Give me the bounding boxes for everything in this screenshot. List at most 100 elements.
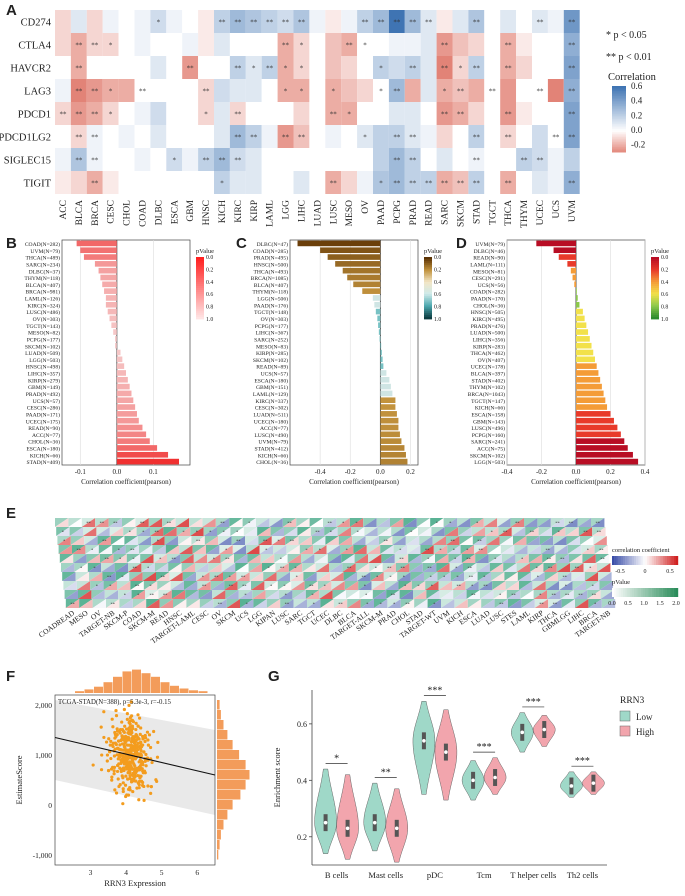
triangle-pvalue bbox=[486, 536, 500, 545]
cell-mark: ** bbox=[478, 548, 483, 553]
heat-cell bbox=[102, 33, 119, 56]
scatter-point bbox=[124, 737, 128, 741]
legend-swatch bbox=[196, 302, 204, 305]
scatter-point bbox=[110, 778, 114, 782]
cell-mark: * bbox=[375, 566, 378, 571]
cell-mark: ** bbox=[327, 521, 332, 526]
heat-cell bbox=[547, 125, 564, 148]
scatter-point bbox=[139, 726, 143, 730]
scatter-point bbox=[144, 764, 148, 768]
scatter-point bbox=[147, 733, 152, 737]
triangle-pvalue bbox=[279, 590, 293, 599]
triangle-pvalue bbox=[353, 545, 367, 554]
bar bbox=[576, 451, 633, 458]
heat-cell bbox=[325, 148, 342, 171]
cell-mark: ** bbox=[515, 521, 520, 526]
bar bbox=[380, 370, 387, 376]
triangle-pvalue bbox=[598, 572, 612, 581]
legend-swatch bbox=[196, 257, 204, 260]
triangle-corr bbox=[329, 563, 343, 572]
heat-cell bbox=[404, 33, 421, 56]
legend-swatch bbox=[424, 271, 432, 274]
category-label: KIRC(N=337) bbox=[255, 398, 288, 405]
bar bbox=[380, 417, 399, 424]
triangle-pvalue bbox=[408, 554, 422, 563]
triangle-pvalue bbox=[169, 572, 183, 581]
cell-mark: ** bbox=[104, 557, 109, 562]
cell-mark: ** bbox=[171, 557, 176, 562]
sig-mark: ** bbox=[218, 19, 226, 27]
category-label: BLCA(N=397) bbox=[471, 371, 505, 378]
heat-cell bbox=[245, 171, 262, 194]
sig-mark: ** bbox=[441, 42, 449, 50]
legend2-swatch bbox=[629, 588, 632, 597]
cell-mark: ** bbox=[399, 557, 404, 562]
heat-cell bbox=[118, 79, 135, 102]
triangle-corr bbox=[337, 527, 351, 536]
category-label: UCEC(N=175) bbox=[26, 418, 60, 425]
category-label: pDC bbox=[427, 870, 443, 880]
triangle-corr bbox=[587, 590, 601, 599]
right-histogram-bar bbox=[217, 830, 221, 840]
heat-cell bbox=[357, 56, 373, 79]
heat-cell bbox=[436, 33, 453, 56]
triangle-pvalue bbox=[414, 599, 428, 608]
plot-frame bbox=[61, 239, 191, 466]
triangle-corr bbox=[381, 554, 395, 563]
triangle-corr bbox=[514, 545, 528, 554]
legend-swatch bbox=[651, 285, 659, 289]
scatter-point bbox=[111, 744, 115, 749]
cell-mark: ** bbox=[400, 566, 405, 571]
panel-label-d: D bbox=[456, 235, 467, 252]
legend-title: RRN3 bbox=[620, 696, 645, 706]
cell-mark: * bbox=[431, 584, 434, 589]
bar bbox=[576, 431, 621, 438]
triangle-corr bbox=[467, 599, 482, 608]
triangle-corr bbox=[457, 518, 471, 527]
legend-swatch bbox=[612, 150, 626, 153]
bar bbox=[116, 417, 139, 424]
legend1-swatch bbox=[616, 556, 619, 565]
bar bbox=[102, 281, 117, 288]
cell-mark: ** bbox=[595, 521, 600, 526]
category-label: OV(N=407) bbox=[478, 357, 506, 364]
row-label-cd274: CD274 bbox=[21, 18, 52, 29]
sig-mark: * bbox=[109, 42, 113, 50]
triangle-corr bbox=[248, 563, 262, 572]
triangle-pvalue bbox=[101, 563, 115, 572]
scatter-point bbox=[114, 708, 118, 713]
triangle-pvalue bbox=[392, 536, 406, 545]
triangle-corr bbox=[556, 563, 571, 572]
scatter-point bbox=[121, 738, 125, 742]
triangle-corr bbox=[542, 554, 556, 563]
triangle-pvalue bbox=[358, 581, 372, 590]
triangle-corr bbox=[299, 545, 314, 554]
heat-cell bbox=[388, 56, 405, 79]
category-label: SKCM(N=102) bbox=[470, 452, 505, 459]
triangle-corr bbox=[129, 572, 143, 581]
sig-mark: * bbox=[459, 65, 463, 73]
triangle-corr bbox=[123, 527, 137, 536]
cell-mark: * bbox=[109, 584, 112, 589]
heat-cell bbox=[214, 102, 230, 125]
triangle-corr bbox=[359, 590, 373, 599]
heat-cell bbox=[150, 79, 167, 102]
triangle-pvalue bbox=[376, 518, 390, 527]
cell-mark: * bbox=[265, 548, 268, 553]
triangle-corr bbox=[541, 545, 555, 554]
triangle-corr bbox=[453, 590, 467, 599]
triangle-corr bbox=[390, 518, 404, 527]
triangle-corr bbox=[531, 572, 545, 581]
row-label-havcr2: HAVCR2 bbox=[10, 64, 51, 75]
triangle-corr bbox=[175, 518, 189, 527]
heat-cell bbox=[309, 56, 326, 79]
right-histogram-bar bbox=[217, 780, 246, 790]
legend-tick: 0.0 bbox=[434, 255, 441, 261]
triangle-pvalue bbox=[393, 545, 407, 554]
inset-stats: TCGA-STAD(N=388), p=5.3e-3, r=-0.15 bbox=[58, 699, 171, 706]
bar bbox=[116, 431, 147, 438]
bar bbox=[553, 247, 576, 254]
legend-swatch bbox=[612, 115, 626, 118]
triangle-pvalue bbox=[477, 572, 491, 581]
triangle-pvalue bbox=[151, 536, 165, 545]
